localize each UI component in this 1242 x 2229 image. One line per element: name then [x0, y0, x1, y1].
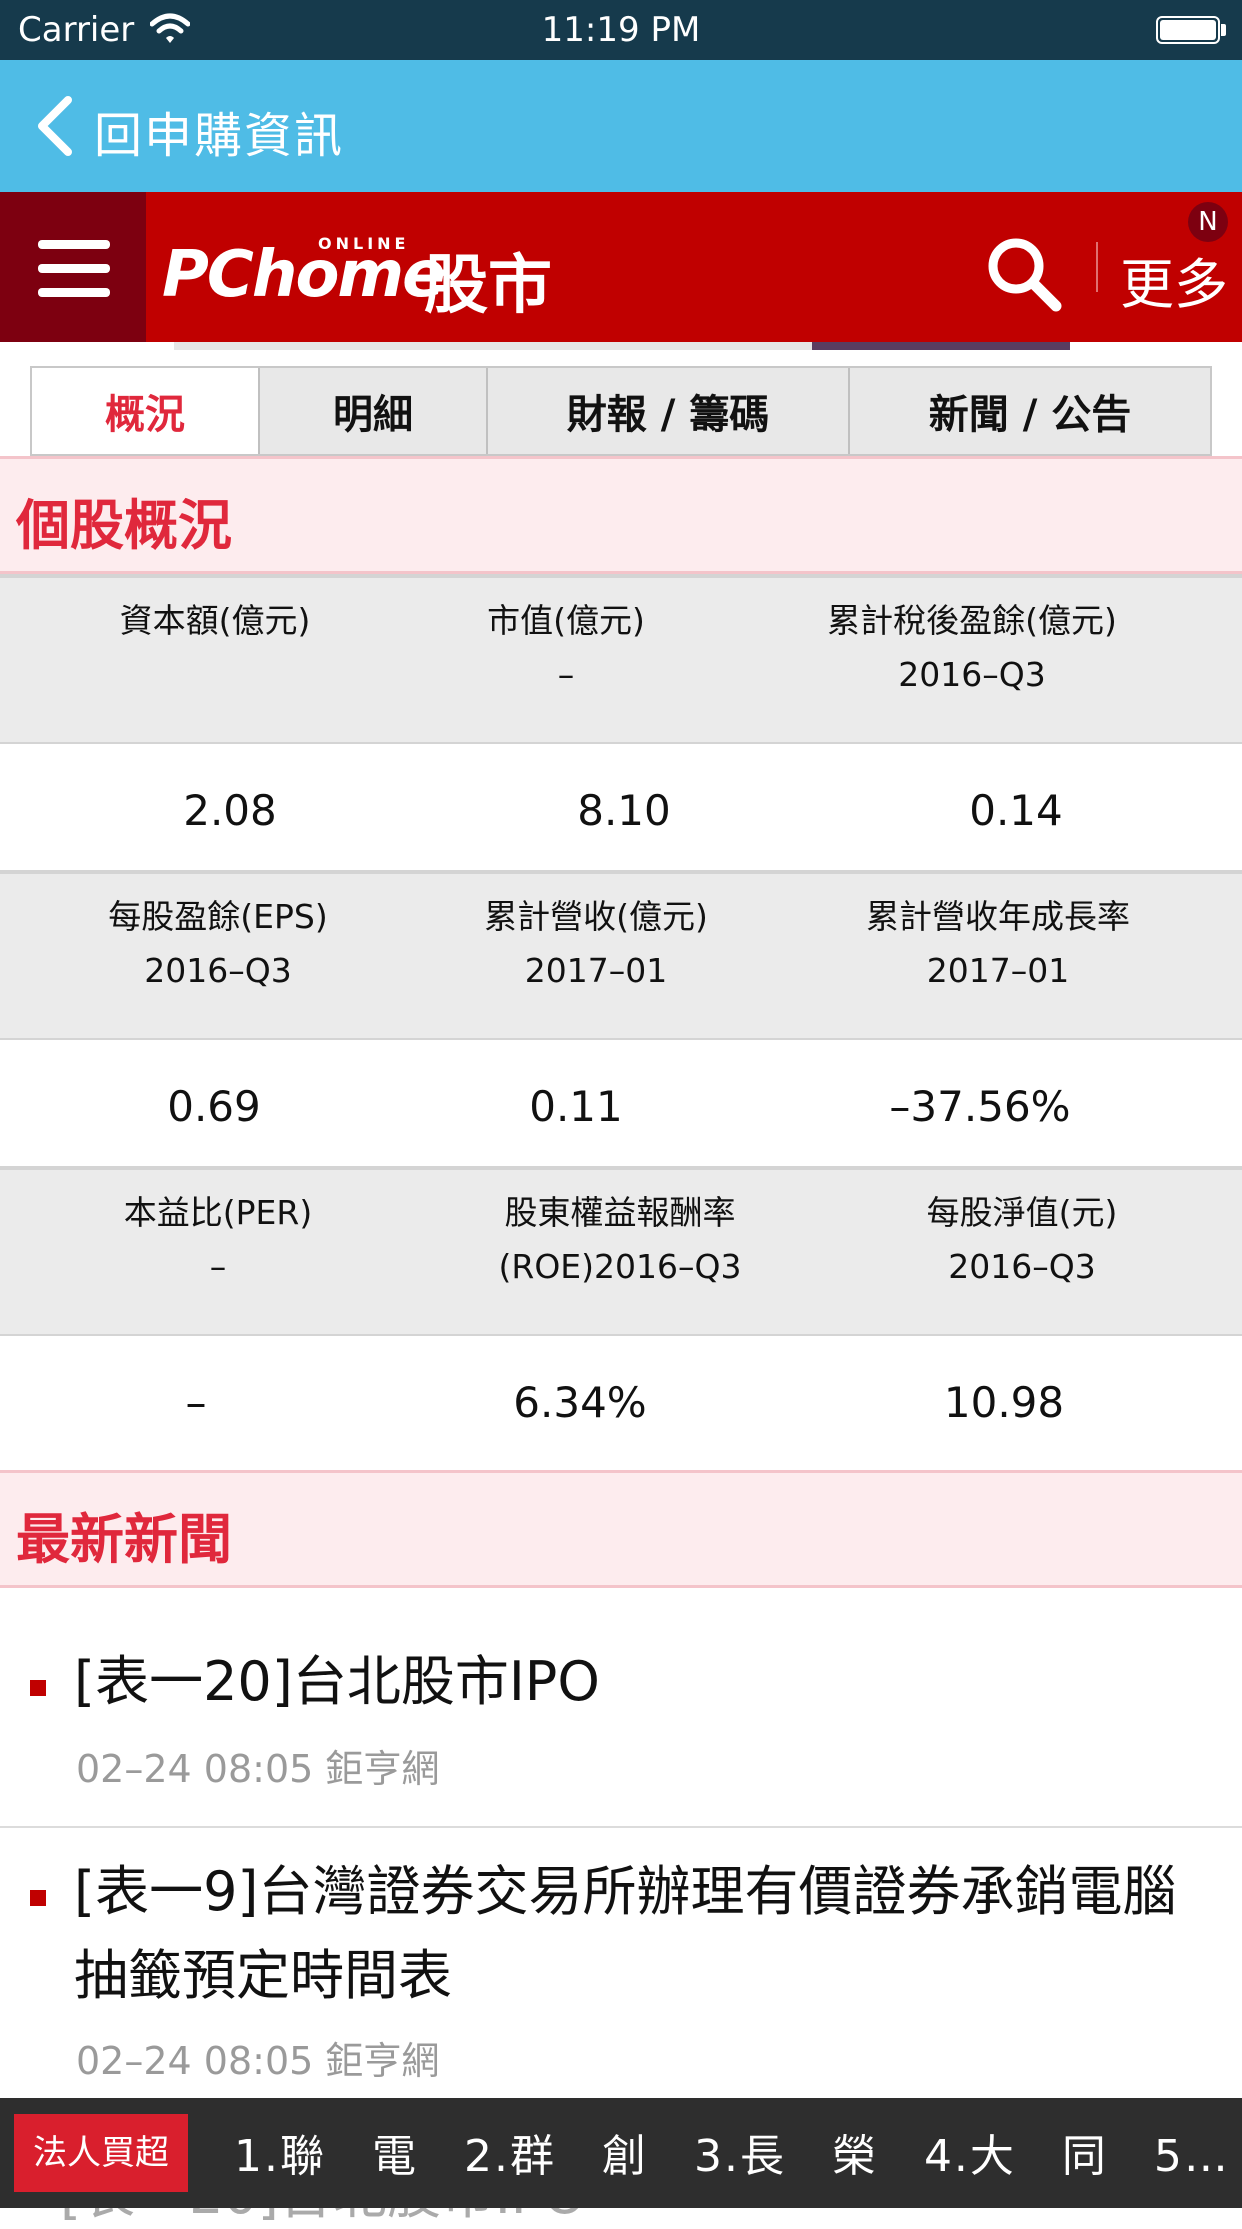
stat-value: –: [185, 1378, 207, 1427]
banner-ad-image: [812, 342, 1070, 350]
stat-label-cell: 市值(億元) –: [416, 594, 716, 702]
section-header-news: 最新新聞: [0, 1470, 1242, 1588]
wifi-icon: [150, 13, 190, 43]
logo-online-text: ONLINE: [318, 234, 410, 253]
stats-value-row: 2.08 8.10 0.14: [0, 744, 1242, 866]
stat-value: 0.11: [529, 1082, 623, 1131]
stat-label: 資本額(億元): [119, 601, 311, 640]
ticker-text[interactable]: 1.聯 電 2.群 創 3.長 榮 4.大 同 5…: [234, 2131, 1230, 2182]
stats-label-row: 每股盈餘(EPS) 2016–Q3 累計營收(億元) 2017–01 累計營收年…: [0, 870, 1242, 1040]
stat-label-cell: 資本額(億元): [0, 594, 430, 648]
ticker-tag[interactable]: 法人買超: [14, 2114, 188, 2192]
stat-value: –37.56%: [889, 1082, 1071, 1131]
stat-sublabel: –: [557, 655, 575, 694]
stats-label-row: 資本額(億元) 市值(億元) – 累計稅後盈餘(億元) 2016–Q3: [0, 574, 1242, 744]
tab-bar: 概況 明細 財報 / 籌碼 新聞 / 公告: [30, 366, 1212, 456]
battery-tip: [1221, 24, 1226, 36]
stat-label-cell: 每股盈餘(EPS) 2016–Q3: [0, 890, 436, 998]
stat-value: 2.08: [183, 786, 277, 835]
site-logo[interactable]: PChome: [162, 238, 445, 312]
chevron-left-icon[interactable]: [32, 94, 76, 158]
stat-sublabel: (ROE)2016–Q3: [498, 1247, 742, 1286]
stat-label: 每股盈餘(EPS): [108, 897, 328, 936]
news-item[interactable]: [表一20]台北股市IPO 02–24 08:05 鉅亨網: [0, 1620, 1242, 1826]
stat-label: 市值(億元): [487, 601, 645, 640]
stat-sublabel: –: [209, 1247, 227, 1286]
menu-button[interactable]: [0, 192, 146, 342]
menu-icon: [38, 240, 110, 249]
bullet-icon: [30, 1680, 46, 1696]
ticker-bar[interactable]: 法人買超 1.聯 電 2.群 創 3.長 榮 4.大 同 5…: [0, 2098, 1242, 2208]
news-title[interactable]: [表一9]台灣證券交易所辦理有價證券承銷電腦抽籤預定時間表: [74, 1860, 1177, 2007]
menu-icon-line: [38, 288, 110, 297]
stat-value: 10.98: [943, 1378, 1065, 1427]
stat-value: 6.34%: [513, 1378, 647, 1427]
stat-label: 累計營收(億元): [484, 897, 708, 936]
header-divider: [1096, 242, 1098, 292]
stat-sublabel: 2016–Q3: [898, 655, 1046, 694]
battery-icon: [1156, 16, 1220, 44]
site-header: PChome ONLINE 股市 更多 N: [0, 192, 1242, 342]
stat-label-cell: 累計營收(億元) 2017–01: [436, 890, 756, 998]
status-bar: Carrier 11:19 PM: [0, 0, 1242, 60]
bullet-icon: [30, 1890, 46, 1906]
stats-label-row: 本益比(PER) – 股東權益報酬率 (ROE)2016–Q3 每股淨值(元) …: [0, 1166, 1242, 1336]
menu-icon-line: [38, 264, 110, 273]
stat-value: 8.10: [577, 786, 671, 835]
stats-value-row: 0.69 0.11 –37.56%: [0, 1040, 1242, 1162]
news-meta: 02–24 08:05 鉅亨網: [76, 1747, 440, 1791]
section-title: 最新新聞: [16, 1508, 232, 1571]
stat-sublabel: 2017–01: [926, 951, 1070, 990]
section-title: 個股概況: [16, 494, 232, 557]
stats-value-row: – 6.34% 10.98: [0, 1336, 1242, 1458]
tab-news[interactable]: 新聞 / 公告: [928, 392, 1132, 438]
divider: [0, 1826, 1242, 1828]
tab-details[interactable]: 明細: [260, 368, 488, 454]
stat-label: 股東權益報酬率: [504, 1193, 736, 1232]
section-header-overview: 個股概況: [0, 456, 1242, 574]
search-icon[interactable]: [982, 232, 1064, 314]
stat-value: 0.14: [969, 786, 1063, 835]
stat-label: 累計營收年成長率: [866, 897, 1130, 936]
stat-label: 每股淨值(元): [926, 1193, 1118, 1232]
stat-sublabel: 2017–01: [524, 951, 668, 990]
more-button[interactable]: 更多: [1120, 253, 1228, 316]
nav-bar: 回申購資訊: [0, 60, 1242, 192]
stat-sublabel: 2016–Q3: [948, 1247, 1096, 1286]
stat-label-cell: 本益比(PER) –: [0, 1186, 436, 1294]
tab-overview[interactable]: 概況: [32, 368, 260, 454]
carrier-label: Carrier: [18, 10, 135, 50]
stat-label-cell: 累計稅後盈餘(億元) 2016–Q3: [782, 594, 1162, 702]
stat-label-cell: 每股淨值(元) 2016–Q3: [862, 1186, 1182, 1294]
clock: 11:19 PM: [541, 10, 701, 50]
news-item[interactable]: [表一9]台灣證券交易所辦理有價證券承銷電腦抽籤預定時間表 02–24 08:0…: [0, 1830, 1242, 2098]
news-title[interactable]: [表一20]台北股市IPO: [74, 1650, 600, 1713]
stat-label: 累計稅後盈餘(億元): [827, 601, 1117, 640]
stat-label-cell: 累計營收年成長率 2017–01: [820, 890, 1176, 998]
stat-value: 0.69: [167, 1082, 261, 1131]
back-button[interactable]: 回申購資訊: [94, 108, 345, 164]
news-meta: 02–24 08:05 鉅亨網: [76, 2039, 440, 2083]
tab-financials[interactable]: 財報 / 籌碼: [488, 368, 850, 454]
new-badge: N: [1188, 202, 1228, 242]
stat-label-cell: 股東權益報酬率 (ROE)2016–Q3: [460, 1186, 780, 1294]
stat-label: 本益比(PER): [123, 1193, 313, 1232]
banner-ad-strip: [174, 342, 1070, 350]
logo-stock-text: 股市: [424, 249, 552, 323]
stat-sublabel: 2016–Q3: [144, 951, 292, 990]
